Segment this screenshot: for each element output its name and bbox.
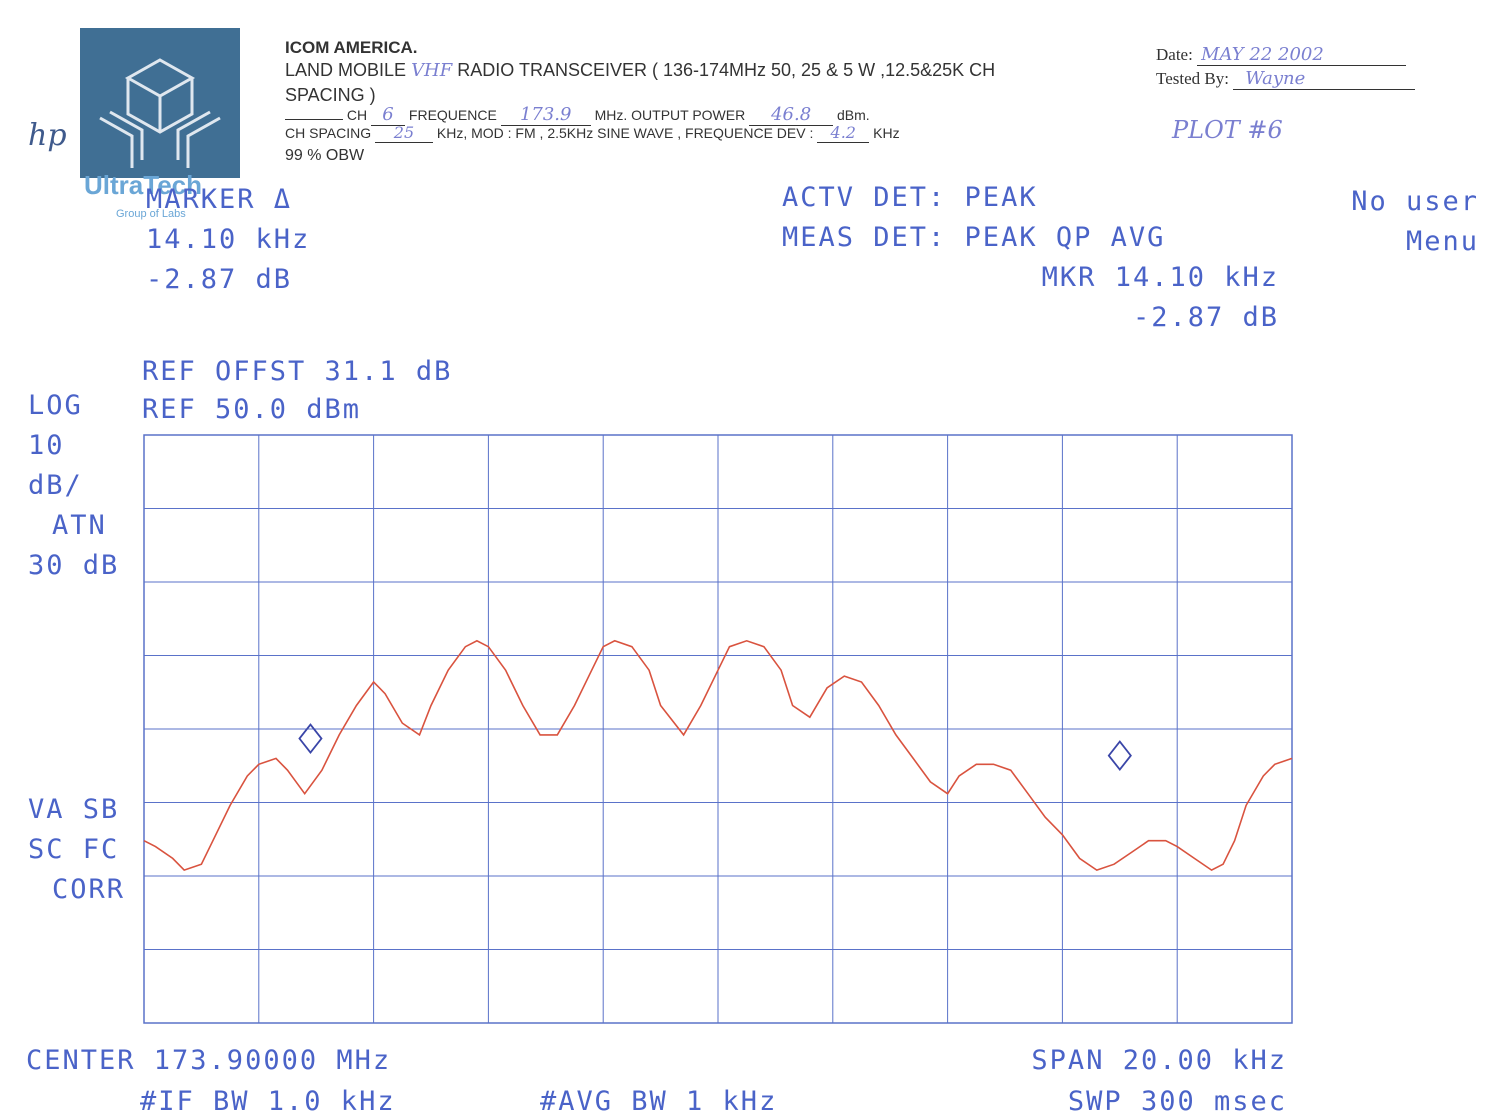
marker-diamond-icon xyxy=(1107,740,1132,772)
marker-title: MARKER Δ xyxy=(146,184,293,215)
dev-value: 4.2 xyxy=(817,123,870,143)
tested-row: Tested By: Wayne xyxy=(1156,68,1416,90)
marker-level: -2.87 dB xyxy=(146,264,293,295)
obw-label: 99 % OBW xyxy=(285,147,365,164)
atn-value: 30 dB xyxy=(28,550,120,581)
atn-label: ATN xyxy=(52,510,107,541)
header-line4: CH SPACING 25 KHz, MOD : FM , 2.5KHz SIN… xyxy=(285,123,900,143)
date-label: Date: xyxy=(1156,45,1193,64)
ref-offset: REF OFFST 31.1 dB xyxy=(142,356,453,387)
ref-level: REF 50.0 dBm xyxy=(142,394,362,425)
mkr-freq: MKR 14.10 kHz xyxy=(1041,262,1279,293)
sweep-time: SWP 300 msec xyxy=(1067,1086,1287,1117)
menu-label: Menu xyxy=(1405,226,1479,257)
sc-fc-label: SC FC xyxy=(28,834,120,865)
mkr-level: -2.87 dB xyxy=(1132,302,1279,333)
plot-number: PLOT #6 xyxy=(1172,116,1283,144)
company-name: ICOM AMERICA. xyxy=(285,38,418,57)
avg-bw: #AVG BW 1 kHz xyxy=(540,1086,778,1117)
if-bw: #IF BW 1.0 kHz xyxy=(140,1086,396,1117)
marker-freq: 14.10 kHz xyxy=(146,224,311,255)
chsp-value: 25 xyxy=(374,123,433,143)
actv-det: ACTV DET: PEAK xyxy=(782,182,1038,213)
header-line1-a: LAND MOBILE xyxy=(285,60,407,80)
watermark-subtext: Group of Labs xyxy=(116,208,186,220)
khz-label: KHz xyxy=(873,125,900,141)
tested-value: Wayne xyxy=(1233,68,1416,90)
span-value: SPAN 20.00 kHz xyxy=(1031,1045,1287,1076)
marker-group xyxy=(298,723,1132,772)
dbm-label: dBm. xyxy=(837,107,870,123)
power-value: 46.8 xyxy=(749,104,834,126)
mhz-label: MHz. OUTPUT POWER xyxy=(594,107,746,123)
scale-unit: dB/ xyxy=(28,470,83,501)
header-band-handwritten: VHF xyxy=(411,60,453,81)
meas-det: MEAS DET: PEAK QP AVG xyxy=(782,222,1166,253)
header-line1-b: RADIO TRANSCEIVER ( 136-174MHz 50, 25 & … xyxy=(457,60,996,80)
va-sb-label: VA SB xyxy=(28,794,120,825)
date-row: Date: MAY 22 2002 xyxy=(1156,44,1407,66)
date-value: MAY 22 2002 xyxy=(1197,44,1407,66)
tested-label: Tested By: xyxy=(1156,69,1229,88)
ultratech-logo xyxy=(80,28,240,178)
scale-value: 10 xyxy=(28,430,65,461)
ch-label: CH xyxy=(346,107,368,123)
hp-logo: hp xyxy=(28,118,67,153)
no-user-label: No user xyxy=(1351,186,1479,217)
marker-diamond-icon xyxy=(298,723,323,754)
header-line2: SPACING ) xyxy=(285,85,376,105)
mod-text: KHz, MOD : FM , 2.5KHz SINE WAVE , FREQU… xyxy=(436,125,814,141)
ch-value: 6 xyxy=(371,104,406,126)
chsp-label: CH SPACING xyxy=(285,125,372,141)
log-label: LOG xyxy=(28,390,83,421)
corr-label: CORR xyxy=(52,874,126,905)
watermark-text: UltraTech xyxy=(84,170,202,200)
header-line1: LAND MOBILE VHF RADIO TRANSCEIVER ( 136-… xyxy=(285,60,995,81)
spectrum-trace xyxy=(143,639,1293,872)
freq-label: FREQUENCE xyxy=(408,107,497,123)
cube-logo-icon xyxy=(80,28,240,178)
header-line3: CH 6 FREQUENCE 173.9 MHz. OUTPUT POWER 4… xyxy=(285,104,870,126)
plot-grid xyxy=(143,434,1293,1024)
freq-value: 173.9 xyxy=(500,104,591,126)
center-freq: CENTER 173.90000 MHz xyxy=(26,1045,392,1076)
